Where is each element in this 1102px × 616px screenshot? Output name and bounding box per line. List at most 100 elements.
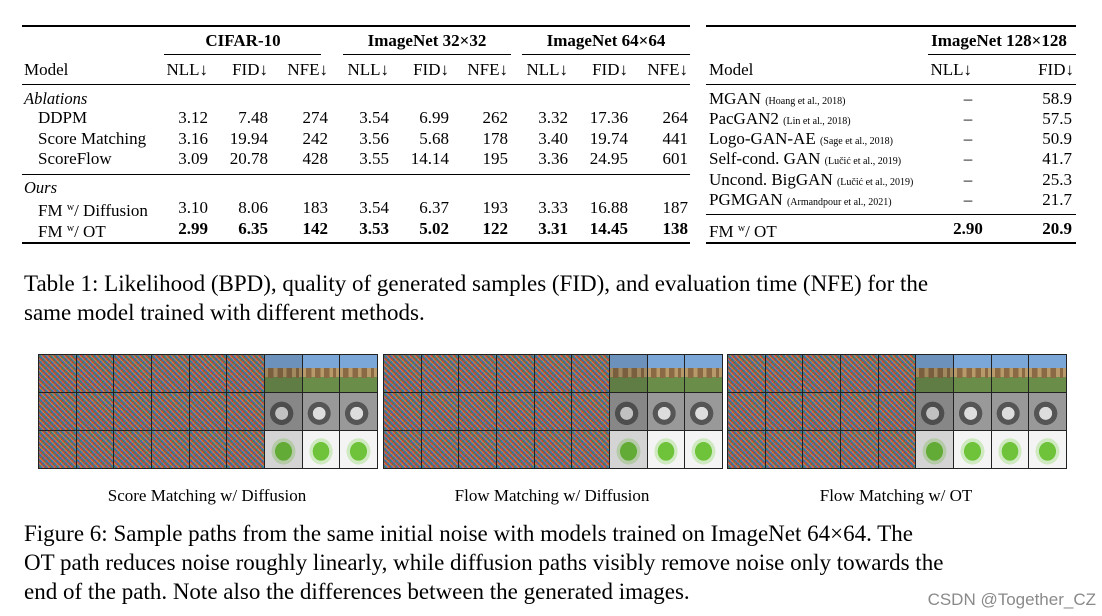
generated-sample-thumbnail	[265, 355, 302, 392]
column-header: NFE↓	[287, 60, 328, 79]
column-header: NLL↓	[930, 60, 972, 79]
noise-sample-thumbnail	[728, 393, 765, 430]
noise-sample-thumbnail	[152, 355, 189, 392]
generated-sample-thumbnail	[991, 355, 1029, 392]
noise-sample-thumbnail	[189, 431, 227, 468]
generated-sample-thumbnail	[954, 431, 991, 468]
column-header: NFE↓	[647, 60, 688, 79]
cell: 14.14	[410, 149, 449, 168]
column-header: FID↓	[592, 60, 628, 79]
figure-caption-line: OT path reduces noise roughly linearly, …	[24, 550, 944, 575]
row-model: FM w/ OT	[709, 222, 777, 241]
cell: 3.55	[359, 149, 389, 168]
cell: 274	[302, 108, 329, 127]
noise-sample-thumbnail	[572, 355, 609, 392]
cell: 441	[662, 129, 689, 148]
column-header-model: Model	[709, 60, 754, 79]
cmidrule	[343, 54, 511, 55]
noise-sample-thumbnail	[572, 393, 609, 430]
noise-sample-thumbnail	[459, 355, 496, 392]
cell: 41.7	[1042, 149, 1072, 168]
row-model: PacGAN2 (Lin et al., 2018)	[709, 109, 851, 128]
cell: 14.45	[589, 219, 628, 238]
row-model: MGAN (Hoang et al., 2018)	[709, 89, 846, 108]
cmidrule	[928, 54, 1076, 55]
cell: 242	[302, 129, 329, 148]
generated-sample-thumbnail	[647, 355, 685, 392]
column-header: NLL↓	[347, 60, 389, 79]
column-header-model: Model	[24, 60, 69, 79]
row-model: Self-cond. GAN (Lučić et al., 2019)	[709, 149, 902, 168]
column-header: NLL↓	[166, 60, 208, 79]
table-bottom-rule	[706, 242, 1076, 244]
cell: 3.32	[538, 108, 568, 127]
row-model: FM w/ OT	[38, 222, 106, 241]
column-header: FID↓	[1038, 60, 1074, 79]
cell: 57.5	[1042, 109, 1072, 128]
cell: –	[963, 190, 973, 209]
figure-caption-line: end of the path. Note also the differenc…	[24, 579, 690, 604]
noise-sample-thumbnail	[497, 355, 534, 392]
noise-sample-thumbnail	[765, 431, 803, 468]
noise-sample-thumbnail	[765, 393, 803, 430]
generated-sample-thumbnail	[647, 393, 685, 430]
cell: 183	[302, 198, 329, 217]
noise-sample-thumbnail	[497, 431, 534, 468]
noise-sample-thumbnail	[841, 355, 878, 392]
noise-sample-thumbnail	[114, 393, 151, 430]
group-header-imagenet64: ImageNet 64×64	[546, 31, 666, 50]
table-top-rule	[22, 25, 690, 27]
cell: 601	[662, 149, 689, 168]
cell: 21.7	[1042, 190, 1072, 209]
cell: 3.16	[178, 129, 208, 148]
watermark: CSDN @Together_CZ	[927, 590, 1096, 609]
cell: 3.31	[538, 219, 568, 238]
noise-sample-thumbnail	[384, 393, 421, 430]
section-title-ablations: Ablations	[24, 89, 88, 108]
noise-sample-thumbnail	[152, 393, 189, 430]
cell: 19.74	[589, 129, 628, 148]
generated-sample-thumbnail	[1029, 393, 1066, 430]
cell: 6.99	[419, 108, 449, 127]
cell: 142	[302, 219, 329, 238]
generated-sample-thumbnail	[302, 393, 340, 430]
cell: 20.9	[1042, 219, 1072, 238]
noise-sample-thumbnail	[841, 431, 878, 468]
cell: 50.9	[1042, 129, 1072, 148]
group-header-cifar: CIFAR-10	[205, 31, 281, 50]
noise-sample-thumbnail	[878, 431, 916, 468]
column-header: FID↓	[232, 60, 268, 79]
row-model: Uncond. BigGAN (Lučić et al., 2019)	[709, 170, 914, 189]
noise-sample-thumbnail	[227, 355, 264, 392]
cell: 138	[662, 219, 689, 238]
cell: 187	[662, 198, 689, 217]
noise-sample-thumbnail	[803, 393, 840, 430]
noise-sample-thumbnail	[384, 355, 421, 392]
row-model: PGMGAN (Armandpour et al., 2021)	[709, 190, 892, 209]
cell: 20.78	[229, 149, 268, 168]
row-model: FM w/ Diffusion	[38, 201, 148, 220]
column-header: NLL↓	[526, 60, 568, 79]
column-header: NFE↓	[467, 60, 508, 79]
cell: 178	[482, 129, 509, 148]
section-rule	[706, 214, 1076, 215]
cell: 25.3	[1042, 170, 1072, 189]
noise-sample-thumbnail	[39, 393, 76, 430]
section-rule	[22, 174, 690, 175]
generated-sample-thumbnail	[265, 431, 302, 468]
cell: 195	[482, 149, 509, 168]
generated-sample-thumbnail	[647, 431, 685, 468]
noise-sample-thumbnail	[728, 431, 765, 468]
generated-sample-thumbnail	[1029, 431, 1066, 468]
table-caption-line: same model trained with different method…	[24, 300, 425, 325]
generated-sample-thumbnail	[991, 393, 1029, 430]
generated-sample-thumbnail	[302, 431, 340, 468]
noise-sample-thumbnail	[765, 355, 803, 392]
noise-sample-thumbnail	[421, 431, 459, 468]
row-model: Score Matching	[38, 129, 147, 148]
sample-path-grid-score-matching	[38, 354, 378, 469]
cell: –	[963, 149, 973, 168]
generated-sample-thumbnail	[610, 355, 647, 392]
generated-sample-thumbnail	[916, 431, 953, 468]
noise-sample-thumbnail	[384, 431, 421, 468]
